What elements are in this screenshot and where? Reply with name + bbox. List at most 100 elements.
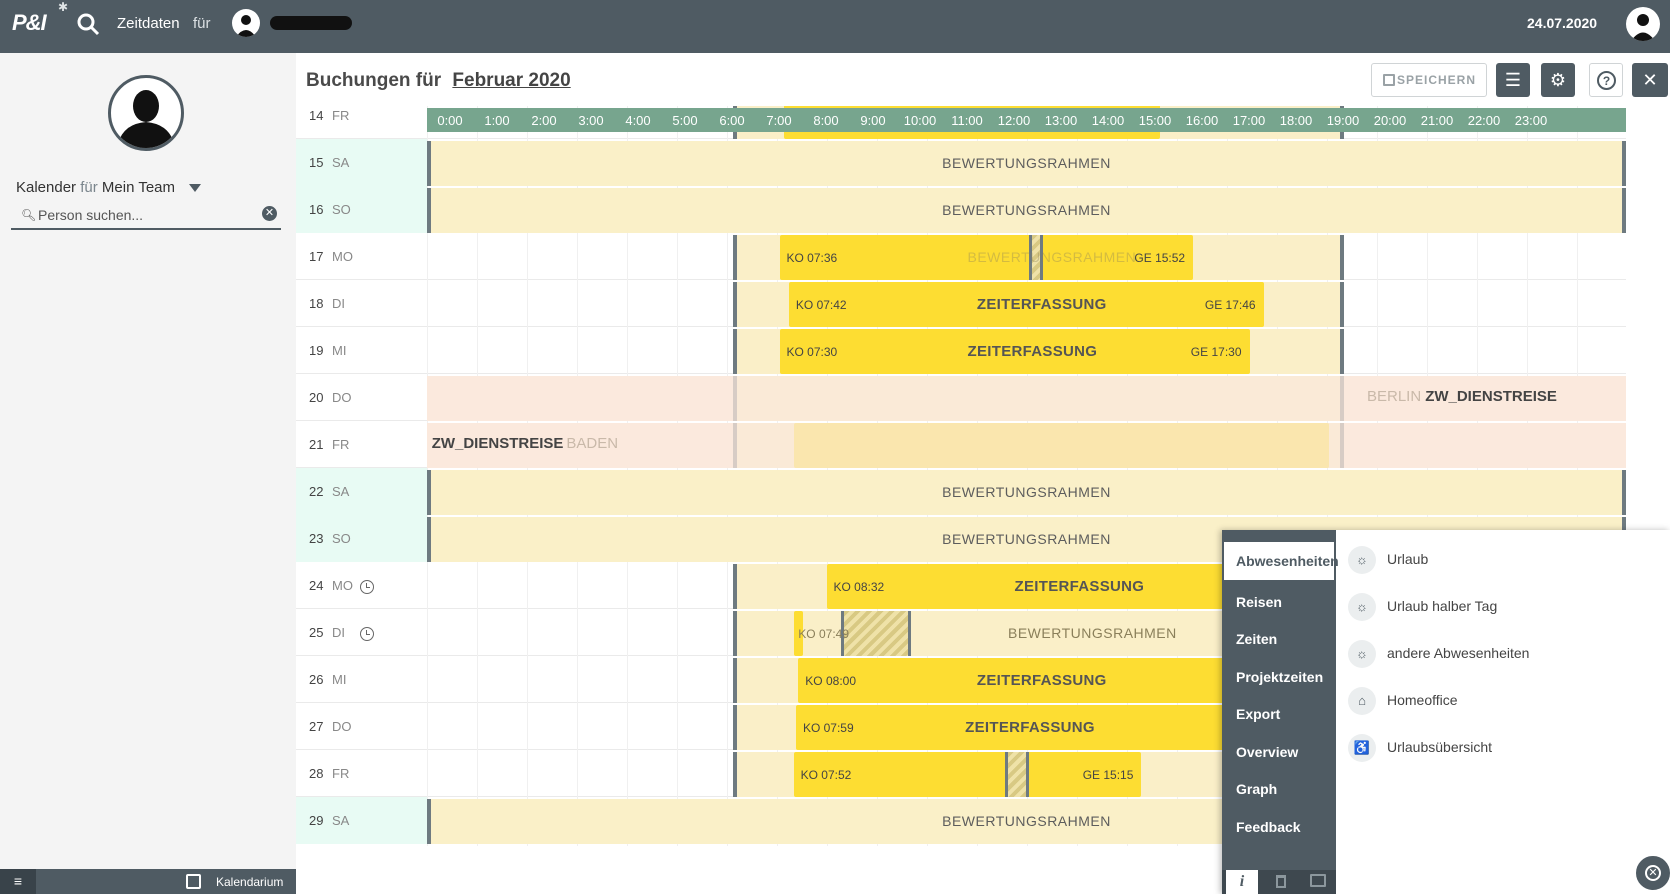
dienstreise-text: ZW_DIENSTREISE xyxy=(1425,388,1557,405)
menu-nav: i Abwesenheiten Reisen Zeiten Projektzeiten… xyxy=(1222,530,1339,894)
menu-nav-reisen[interactable]: Reisen xyxy=(1236,593,1282,610)
sun-icon: ☼ xyxy=(1348,593,1376,621)
close-menu-button[interactable]: ✕ xyxy=(1633,853,1670,893)
bewertungsrahmen-frame[interactable] xyxy=(732,376,1344,421)
menu-nav-abwesenheiten[interactable]: Abwesenheiten xyxy=(1224,542,1339,580)
bewertungsrahmen-frame[interactable]: BEWERTUNGSRAHMEN xyxy=(427,141,1626,186)
hour-label: 14:00 xyxy=(1091,113,1125,128)
clear-icon[interactable]: ✕ xyxy=(262,206,277,221)
clock-icon[interactable] xyxy=(360,580,374,594)
hour-label: 9:00 xyxy=(860,113,886,128)
menu-nav-projektzeiten[interactable]: Projektzeiten xyxy=(1236,668,1324,685)
caret-down-icon[interactable] xyxy=(189,184,202,193)
menu-nav-zeiten[interactable]: Zeiten xyxy=(1236,631,1278,647)
sidebar-footer: ≡ Kalendarium xyxy=(0,869,296,894)
day-cell: 27 DO xyxy=(296,703,427,750)
bewertungsrahmen-frame[interactable] xyxy=(732,423,1344,468)
day-number: 14 xyxy=(309,108,324,123)
list-view-button[interactable]: ☰ xyxy=(1496,63,1530,97)
top-bar: P&I ✱ Zeitdaten für 24.07.2020 xyxy=(0,0,1670,53)
save-icon xyxy=(1383,74,1395,86)
sun-icon: ☼ xyxy=(1348,546,1376,574)
menu-nav-graph[interactable]: Graph xyxy=(1236,781,1278,797)
zeiterfassung-bar[interactable]: KO 08:00 ZEITERFASSUNG xyxy=(798,658,1250,703)
info-icon[interactable]: i xyxy=(1226,870,1258,894)
day-cell: 25 DI xyxy=(296,609,427,656)
hour-label: 10:00 xyxy=(903,113,937,128)
come-time: KO 07:49 xyxy=(798,627,849,641)
zeiterfassung-bar[interactable]: KO 07:52 GE 15:15 xyxy=(793,752,1142,797)
menu-nav-export[interactable]: Export xyxy=(1236,706,1281,722)
add-entry-menu: i Abwesenheiten Reisen Zeiten Projektzeiten… xyxy=(1222,530,1670,894)
selected-person-avatar[interactable] xyxy=(232,9,260,37)
zeiterfassung-bar[interactable]: KO 08:32 ZEITERFASSUNG xyxy=(826,564,1250,609)
menu-nav-overview[interactable]: Overview xyxy=(1236,743,1299,760)
app-logo[interactable]: P&I xyxy=(12,10,47,35)
menu-nav-feedback[interactable]: Feedback xyxy=(1236,818,1301,835)
settings-button[interactable]: ⚙ xyxy=(1541,63,1575,97)
day-cell: 14 FR xyxy=(296,106,427,139)
dienstreise-block[interactable] xyxy=(427,376,1626,421)
day-number: 25 xyxy=(309,625,324,640)
hour-label: 16:00 xyxy=(1185,113,1219,128)
search-icon[interactable] xyxy=(76,12,100,36)
hour-label: 0:00 xyxy=(437,113,463,128)
day-row: 22 SA BEWERTUNGSRAHMEN xyxy=(296,468,1626,517)
logo-gear-icon[interactable]: ✱ xyxy=(58,0,69,14)
zeiterfassung-label: ZEITERFASSUNG xyxy=(976,672,1107,689)
weekday: FR xyxy=(332,437,350,452)
zeiterfassung-bar[interactable] xyxy=(793,423,1330,468)
break-block[interactable] xyxy=(1005,752,1029,797)
zeiterfassung-bar[interactable]: KO 07:59 ZEITERFASSUNG xyxy=(795,705,1250,750)
break-block[interactable] xyxy=(1028,235,1043,280)
menu-option-label: Urlaubsübersicht xyxy=(1387,739,1493,755)
zeiterfassung-bar[interactable]: KO 07:30 GE 17:30 ZEITERFASSUNG xyxy=(779,329,1250,374)
hour-label: 3:00 xyxy=(578,113,604,128)
month-selector[interactable]: Februar 2020 xyxy=(452,70,571,91)
break-block[interactable] xyxy=(840,611,912,656)
search-placeholder: Person suchen... xyxy=(38,207,144,223)
help-icon: ? xyxy=(1597,71,1616,90)
person-silhouette-icon xyxy=(117,90,175,148)
person-search-input[interactable]: 🔍︎ Person suchen... ✕ xyxy=(11,203,281,230)
go-time: GE 17:30 xyxy=(1190,345,1242,359)
book-icon[interactable] xyxy=(1310,874,1326,887)
dienstreise-label[interactable]: ZW_DIENSTREISE BADEN xyxy=(432,435,618,452)
bewertungsrahmen-frame[interactable]: BEWERTUNGSRAHMEN xyxy=(427,188,1626,233)
dienstreise-label[interactable]: BERLIN ZW_DIENSTREISE xyxy=(1367,388,1557,405)
hour-label: 18:00 xyxy=(1279,113,1313,128)
close-button[interactable]: ✕ xyxy=(1632,63,1668,97)
help-button[interactable]: ? xyxy=(1589,63,1623,97)
dienstreise-block[interactable] xyxy=(427,423,1626,468)
weekday: SO xyxy=(332,202,351,217)
zeiterfassung-bar[interactable]: KO 07:36 GE 15:52 xyxy=(779,235,1194,280)
menu-option-label: Homeoffice xyxy=(1387,692,1458,708)
hour-label: 21:00 xyxy=(1420,113,1454,128)
close-icon: ✕ xyxy=(1642,70,1658,90)
search-icon: 🔍︎ xyxy=(21,208,37,222)
kalendarium-link[interactable]: Kalendarium xyxy=(216,875,284,889)
weekday: SA xyxy=(332,813,350,828)
bewertungsrahmen-frame[interactable]: BEWERTUNGSRAHMEN xyxy=(427,470,1626,515)
profile-avatar xyxy=(108,75,184,151)
hour-label: 15:00 xyxy=(1138,113,1172,128)
day-number: 20 xyxy=(309,390,324,405)
clock-icon[interactable] xyxy=(360,627,374,641)
zeiterfassung-bar[interactable]: KO 07:42 GE 17:46 ZEITERFASSUNG xyxy=(788,282,1264,327)
save-button[interactable]: SPEICHERN xyxy=(1371,63,1487,97)
calendar-icon[interactable] xyxy=(186,874,201,889)
zeiterfassung-bar[interactable] xyxy=(793,611,803,656)
collapse-menu-icon[interactable]: ≡ xyxy=(0,869,36,894)
nav-zeitdaten[interactable]: Zeitdaten xyxy=(117,15,180,32)
day-cell: 15 SA xyxy=(296,139,427,186)
weekday: MO xyxy=(332,249,353,264)
hour-label: 13:00 xyxy=(1044,113,1078,128)
calendar-team-selector[interactable]: Kalender für Mein Team xyxy=(16,179,202,196)
zeiterfassung-label: ZEITERFASSUNG xyxy=(1014,578,1145,595)
day-cell: 26 MI xyxy=(296,656,427,703)
trash-icon[interactable] xyxy=(1276,875,1286,888)
day-number: 16 xyxy=(309,202,324,217)
user-avatar[interactable] xyxy=(1626,7,1660,41)
